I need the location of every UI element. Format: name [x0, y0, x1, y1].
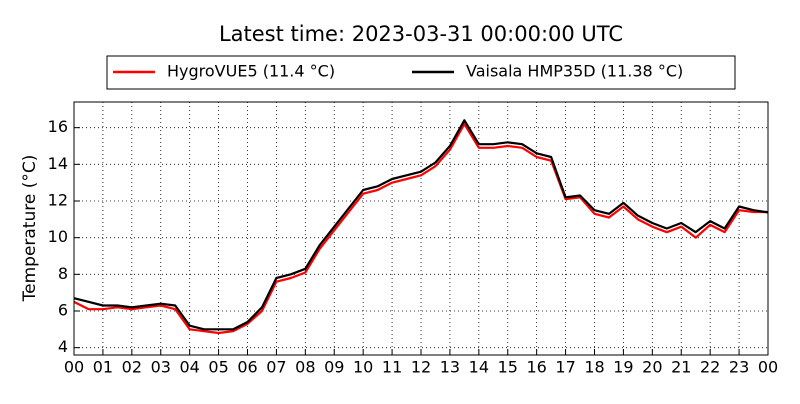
y-tick-label: 16 — [48, 117, 68, 136]
legend-label: Vaisala HMP35D (11.38 °C) — [466, 62, 683, 81]
x-tick-label: 00 — [758, 358, 778, 377]
x-tick-label: 22 — [700, 358, 720, 377]
chart-title: Latest time: 2023-03-31 00:00:00 UTC — [219, 22, 623, 46]
x-tick-label: 07 — [266, 358, 286, 377]
x-tick-label: 12 — [411, 358, 431, 377]
x-tick-label: 05 — [208, 358, 228, 377]
x-tick-label: 11 — [382, 358, 402, 377]
x-tick-label: 10 — [353, 358, 373, 377]
x-tick-label: 13 — [440, 358, 460, 377]
x-tick-label: 18 — [584, 358, 604, 377]
series-line — [73, 122, 768, 335]
x-tick-label: 03 — [151, 358, 171, 377]
x-tick-label: 02 — [122, 358, 142, 377]
x-tick-label: 23 — [729, 358, 749, 377]
x-tick-label: 21 — [671, 358, 691, 377]
x-tick-label: 08 — [295, 358, 315, 377]
x-tick-label: 19 — [613, 358, 633, 377]
x-tick-label: 14 — [469, 358, 489, 377]
y-tick-label: 12 — [48, 191, 68, 210]
y-tick-label: 10 — [48, 227, 68, 246]
y-axis-label: Temperature (°C) — [20, 155, 40, 303]
x-tick-label: 04 — [179, 358, 199, 377]
y-tick-label: 6 — [58, 301, 68, 320]
legend-label: HygroVUE5 (11.4 °C) — [167, 62, 335, 81]
plot-frame — [73, 101, 769, 356]
x-tick-label: 16 — [526, 358, 546, 377]
x-tick-label: 20 — [642, 358, 662, 377]
y-tick-label: 14 — [48, 154, 68, 173]
x-tick-label: 00 — [64, 358, 84, 377]
series-line — [73, 119, 769, 331]
x-tick-label: 01 — [93, 358, 113, 377]
x-tick-label: 17 — [555, 358, 575, 377]
y-tick-label: 8 — [58, 264, 68, 283]
x-tick-label: 09 — [324, 358, 344, 377]
x-tick-label: 06 — [237, 358, 257, 377]
y-tick-label: 4 — [58, 337, 68, 356]
x-tick-label: 15 — [498, 358, 518, 377]
